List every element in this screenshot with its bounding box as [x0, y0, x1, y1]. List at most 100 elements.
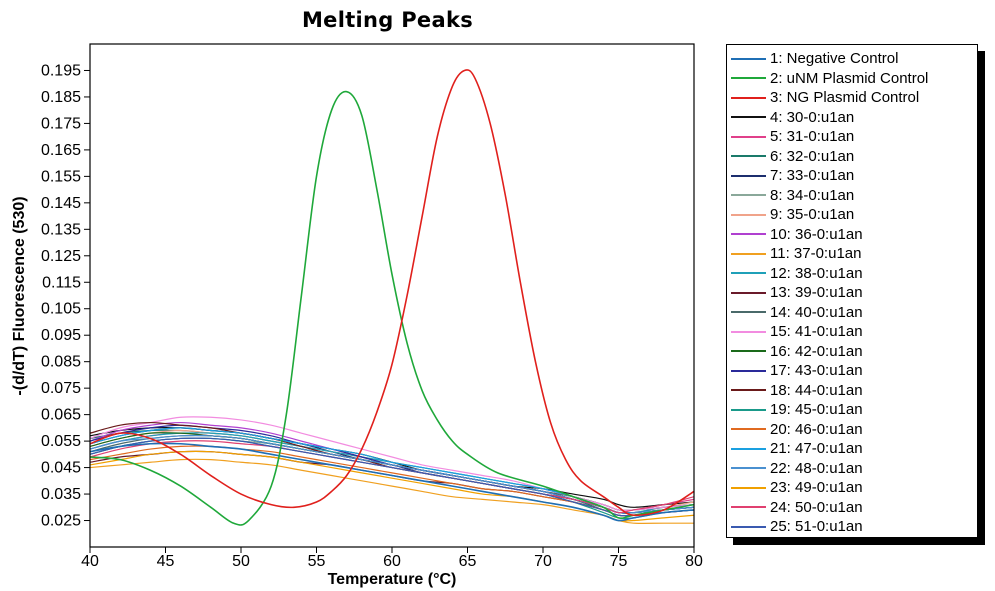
x-tick-label: 45 [157, 553, 175, 570]
y-tick-label: 0.175 [41, 115, 81, 132]
legend-swatch [731, 252, 766, 255]
legend-item: 9: 35-0:u1an [727, 205, 854, 225]
series-line-11 [89, 458, 694, 524]
legend-item: 15: 41-0:u1an [727, 322, 863, 342]
legend-label: 8: 34-0:u1an [770, 186, 855, 204]
plot-area: 0.025 0.035 0.045 0.055 0.065 0.075 0.085 0.095… [11, 43, 703, 588]
legend-item: 17: 43-0:u1an [727, 361, 863, 381]
legend-swatch [731, 330, 766, 333]
y-tick-label: 0.195 [41, 62, 81, 79]
legend-label: 11: 37-0:u1an [770, 245, 862, 263]
legend-item: 8: 34-0:u1an [727, 186, 854, 206]
series-line-13 [89, 450, 695, 517]
legend-swatch [731, 486, 766, 489]
legend-item: 5: 31-0:u1an [727, 127, 854, 147]
legend-item: 24: 50-0:u1an [727, 498, 863, 518]
legend-swatch [731, 155, 766, 158]
y-tick-label: 0.075 [41, 380, 81, 397]
legend-swatch [731, 525, 766, 528]
legend-label: 14: 40-0:u1an [770, 303, 863, 321]
legend-swatch [731, 428, 766, 431]
y-tick-label: 0.115 [42, 274, 81, 291]
legend-label: 3: NG Plasmid Control [770, 89, 920, 107]
legend-label: 5: 31-0:u1an [770, 128, 855, 146]
legend-item: 3: NG Plasmid Control [727, 88, 919, 108]
legend-swatch [731, 233, 766, 236]
legend-item: 18: 44-0:u1an [727, 381, 863, 401]
legend-label: 7: 33-0:u1an [770, 167, 855, 185]
legend-item: 16: 42-0:u1an [727, 342, 863, 362]
legend-label: 18: 44-0:u1an [770, 381, 863, 399]
legend-swatch [731, 389, 766, 392]
legend-label: 1: Negative Control [770, 50, 899, 68]
legend-label: 23: 49-0:u1an [770, 479, 863, 497]
chart-title: Melting Peaks [301, 8, 474, 32]
legend-item: 7: 33-0:u1an [727, 166, 854, 186]
legend-label: 24: 50-0:u1an [770, 498, 863, 516]
legend-item: 14: 40-0:u1an [727, 303, 863, 323]
legend-label: 19: 45-0:u1an [770, 401, 863, 419]
legend-label: 22: 48-0:u1an [770, 459, 863, 477]
legend: 1: Negative Control 2: uNM Plasmid Contro… [726, 44, 978, 538]
legend-swatch [731, 408, 766, 411]
legend-label: 25: 51-0:u1an [770, 518, 863, 536]
series-line-15 [89, 416, 695, 512]
y-axis-title: -(d/dT) Fluorescence (530) [11, 196, 28, 395]
x-tick-label: 55 [308, 553, 326, 570]
y-tick-label: 0.095 [41, 327, 81, 344]
legend-swatch [731, 447, 766, 450]
legend-swatch [731, 194, 766, 197]
y-tick-label: 0.135 [41, 221, 81, 238]
legend-label: 21: 47-0:u1an [770, 440, 863, 458]
x-tick-label: 75 [610, 553, 628, 570]
legend-label: 6: 32-0:u1an [770, 147, 855, 165]
legend-item: 10: 36-0:u1an [727, 225, 863, 245]
legend-swatch [731, 369, 766, 372]
legend-label: 13: 39-0:u1an [770, 284, 863, 302]
y-tick-label: 0.025 [41, 513, 81, 530]
legend-item: 4: 30-0:u1an [727, 108, 854, 128]
x-tick-label: 70 [534, 553, 552, 570]
legend-swatch [731, 57, 766, 60]
legend-label: 17: 43-0:u1an [770, 362, 863, 380]
x-tick-label: 40 [81, 553, 99, 570]
legend-swatch [731, 291, 766, 294]
legend-label: 10: 36-0:u1an [770, 225, 863, 243]
plot-frame [89, 43, 695, 548]
x-tick-label: 60 [383, 553, 401, 570]
y-tick-label: 0.035 [41, 486, 81, 503]
legend-item: 25: 51-0:u1an [727, 517, 863, 537]
legend-item: 12: 38-0:u1an [727, 264, 863, 284]
series-line-3 [89, 69, 695, 517]
legend-item: 20: 46-0:u1an [727, 420, 863, 440]
y-tick-label: 0.155 [41, 168, 81, 185]
legend-swatch [731, 311, 766, 314]
y-tick-label: 0.065 [41, 407, 81, 424]
legend-label: 15: 41-0:u1an [770, 323, 863, 341]
legend-item: 23: 49-0:u1an [727, 478, 863, 498]
y-tick-label: 0.185 [41, 89, 81, 106]
legend-swatch [731, 116, 766, 119]
series-line-22 [89, 434, 695, 514]
y-axis: 0.025 0.035 0.045 0.055 0.065 0.075 0.085 0.095… [41, 62, 90, 530]
legend-swatch [731, 174, 766, 177]
legend-item: 2: uNM Plasmid Control [727, 69, 928, 89]
legend-item: 19: 45-0:u1an [727, 400, 863, 420]
legend-label: 2: uNM Plasmid Control [770, 69, 929, 87]
legend-item: 11: 37-0:u1an [727, 244, 861, 264]
legend-label: 9: 35-0:u1an [770, 206, 855, 224]
legend-swatch [731, 467, 766, 470]
y-tick-label: 0.055 [41, 433, 81, 450]
series-line-1 [89, 442, 695, 522]
series-line-2 [89, 90, 695, 526]
series-layer [89, 69, 695, 526]
legend-swatch [731, 96, 766, 99]
x-axis: 40 45 50 55 60 65 70 75 80 [81, 547, 703, 570]
legend-swatch [731, 506, 766, 509]
y-tick-label: 0.165 [41, 142, 81, 159]
y-tick-label: 0.045 [41, 460, 81, 477]
legend-item: 22: 48-0:u1an [727, 459, 863, 479]
legend-swatch [731, 135, 766, 138]
legend-item: 21: 47-0:u1an [727, 439, 863, 459]
legend-label: 4: 30-0:u1an [770, 108, 855, 126]
